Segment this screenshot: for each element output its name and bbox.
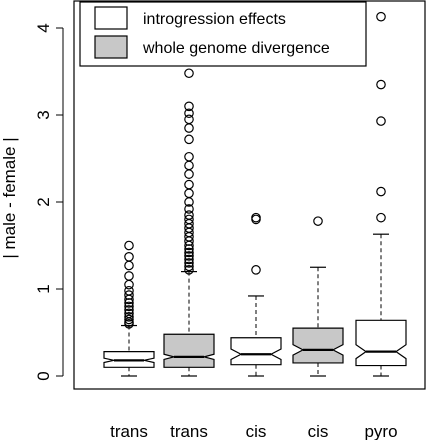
x-tick-label-5: pyro xyxy=(364,422,397,440)
outlier-point xyxy=(184,247,194,258)
outlier-point xyxy=(376,79,386,90)
legend-box xyxy=(79,1,367,67)
outlier-point xyxy=(184,134,194,145)
y-tick-label-4: 4 xyxy=(34,23,53,32)
legend-label-1: introgression effects xyxy=(143,11,286,28)
outlier-point xyxy=(184,265,194,275)
outlier-point xyxy=(184,108,194,119)
outlier-point xyxy=(376,116,386,126)
outlier-point xyxy=(124,290,134,300)
legend: introgression effects whole genome diverg… xyxy=(79,1,367,67)
outlier-point xyxy=(124,312,134,322)
outlier-point xyxy=(184,114,194,125)
outlier-point xyxy=(124,260,134,271)
outlier-point xyxy=(184,123,194,133)
y-tick-label-0: 0 xyxy=(34,371,53,380)
outlier-point xyxy=(124,314,134,325)
y-tick-label-3: 3 xyxy=(34,110,53,119)
outlier-point xyxy=(184,214,194,225)
x-tick-label-4: cis xyxy=(308,422,329,440)
outlier-point xyxy=(124,301,134,312)
outlier-point xyxy=(124,252,134,262)
y-tick-label-1: 1 xyxy=(34,284,53,293)
outlier-point xyxy=(184,210,194,220)
outlier-point xyxy=(124,308,134,319)
plot-frame xyxy=(73,0,426,390)
box-2 xyxy=(163,68,215,377)
outlier-point xyxy=(124,240,134,251)
outlier-point xyxy=(184,169,194,179)
outlier-point xyxy=(376,212,386,223)
box-body xyxy=(230,337,282,366)
outlier-point xyxy=(376,186,386,197)
outlier-point xyxy=(124,305,134,315)
outlier-point xyxy=(184,251,194,261)
boxes xyxy=(103,11,407,377)
outlier-point xyxy=(184,204,194,214)
legend-swatch-1 xyxy=(94,6,128,30)
outlier-point xyxy=(184,101,194,112)
outlier-point xyxy=(124,285,134,296)
outlier-point xyxy=(376,11,386,22)
outlier-point xyxy=(313,216,323,226)
x-tick-label-2: trans xyxy=(170,422,208,440)
x-axis-labels: trans trans cis cis pyro xyxy=(110,422,397,440)
outlier-point xyxy=(124,279,134,290)
y-axis: 0 1 2 3 4 xyxy=(34,23,64,381)
outlier-point xyxy=(184,261,194,272)
outlier-point xyxy=(184,179,194,190)
outlier-point xyxy=(251,212,261,223)
y-tick-label-2: 2 xyxy=(34,197,53,206)
outlier-point xyxy=(124,271,134,281)
y-axis-label: | male - female | xyxy=(0,137,19,258)
outlier-point xyxy=(184,254,194,265)
legend-label-2: whole genome divergence xyxy=(142,40,330,57)
box-3 xyxy=(230,212,282,377)
outlier-point xyxy=(251,265,261,275)
outlier-point xyxy=(184,151,194,162)
box-body xyxy=(292,327,344,364)
legend-swatch-2 xyxy=(94,35,128,59)
outlier-point xyxy=(184,258,194,268)
box-1 xyxy=(103,240,155,377)
outlier-point xyxy=(184,160,194,171)
box-5 xyxy=(355,11,407,377)
x-tick-label-3: cis xyxy=(246,422,267,440)
box-body xyxy=(163,333,215,368)
outlier-point xyxy=(184,188,194,199)
outlier-point xyxy=(184,68,194,79)
box-4 xyxy=(292,216,344,377)
x-tick-label-1: trans xyxy=(110,422,148,440)
box-body xyxy=(355,319,407,367)
